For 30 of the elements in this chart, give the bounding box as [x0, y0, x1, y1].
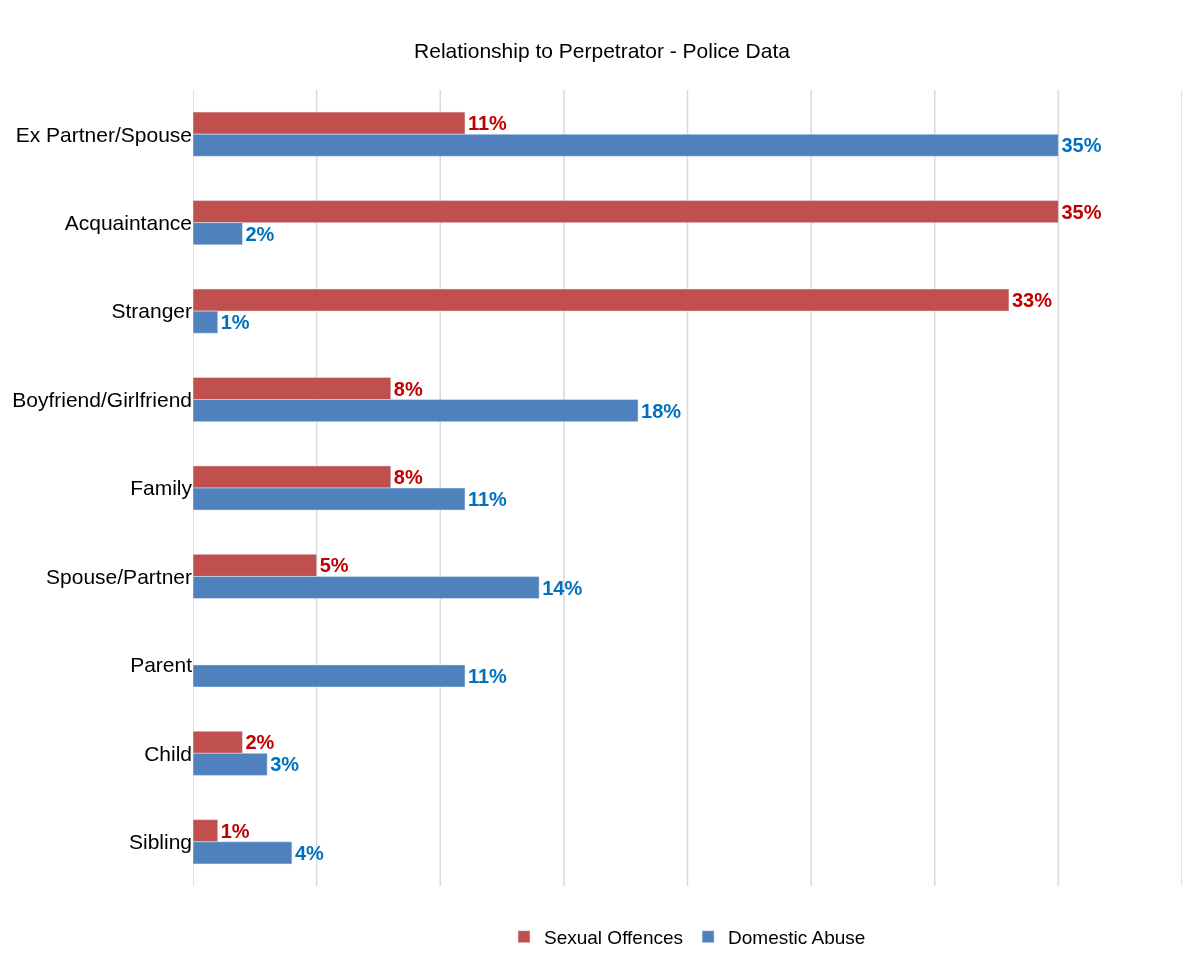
data-label: 35%	[1061, 200, 1102, 223]
data-label: 2%	[245, 731, 275, 754]
data-label: 11%	[467, 664, 508, 687]
chart-title: Relationship to Perpetrator - Police Data	[414, 39, 791, 63]
data-label: 14%	[542, 576, 583, 599]
data-label: 8%	[393, 377, 423, 400]
data-label: 11%	[467, 112, 508, 135]
y-tick-label: Family	[130, 476, 193, 500]
y-tick-label: Spouse/Partner	[46, 564, 192, 588]
data-label: 2%	[245, 222, 275, 245]
y-tick-label: Parent	[130, 653, 193, 677]
y-tick-label: Boyfriend/Girlfriend	[12, 387, 192, 411]
data-label: 8%	[393, 465, 423, 488]
legend-label: Domestic Abuse	[728, 927, 866, 949]
y-tick-label: Sibling	[128, 830, 192, 854]
data-label: 35%	[1061, 134, 1102, 157]
data-label: 3%	[270, 753, 300, 776]
data-label: 33%	[1011, 289, 1053, 312]
data-label: 18%	[641, 399, 682, 422]
data-label: 11%	[467, 488, 508, 511]
y-tick-label: Child	[144, 741, 192, 765]
y-tick-label: Stranger	[111, 299, 192, 323]
data-label: 1%	[220, 311, 250, 334]
data-label: 1%	[220, 819, 250, 842]
legend-label: Sexual Offences	[544, 927, 684, 949]
data-label: 5%	[319, 554, 349, 577]
y-tick-label: Acquaintance	[64, 211, 192, 235]
bar	[193, 664, 466, 688]
data-label: 4%	[294, 841, 325, 864]
y-tick-label: Ex Partner/Spouse	[15, 122, 192, 146]
